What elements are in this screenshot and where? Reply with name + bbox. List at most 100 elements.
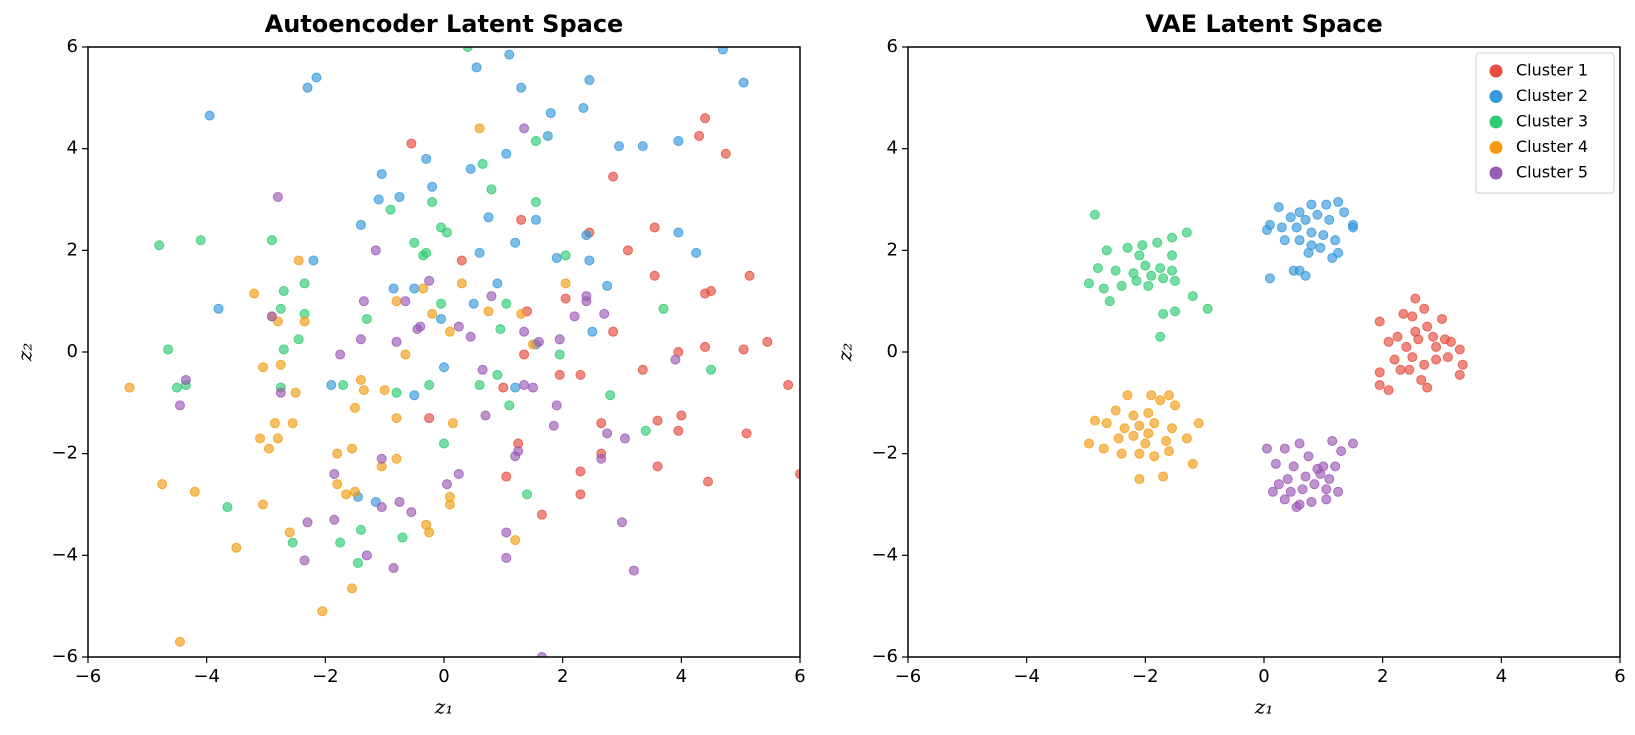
point: [1113, 433, 1124, 444]
point: [329, 469, 340, 479]
y-tick-label: 4: [887, 138, 898, 159]
point: [1149, 451, 1160, 462]
point: [530, 136, 541, 147]
point: [355, 374, 366, 385]
x-tick-label: 0: [1258, 666, 1269, 687]
point: [258, 499, 269, 510]
point: [394, 191, 405, 202]
point: [1419, 303, 1430, 314]
point: [483, 306, 494, 317]
point: [1143, 408, 1154, 418]
y-tick-label: 0: [67, 341, 78, 362]
point: [1291, 502, 1302, 513]
point: [465, 331, 476, 342]
point: [700, 288, 711, 299]
point: [1264, 273, 1275, 284]
point: [1119, 423, 1130, 434]
point: [1128, 430, 1139, 441]
point: [717, 47, 728, 55]
point: [326, 380, 337, 391]
point: [427, 308, 438, 319]
point: [477, 158, 488, 169]
point: [614, 141, 625, 152]
point: [1321, 199, 1332, 210]
point: [1089, 415, 1100, 426]
point: [347, 583, 358, 594]
point: [1202, 303, 1213, 314]
point: [1110, 405, 1121, 416]
point: [284, 527, 295, 538]
point: [617, 517, 627, 528]
point: [492, 278, 503, 289]
point: [498, 382, 509, 393]
legend-label: Cluster 3: [1516, 112, 1588, 131]
point: [519, 349, 530, 360]
point: [385, 204, 396, 215]
point: [551, 400, 562, 411]
point: [302, 82, 313, 93]
point: [204, 110, 215, 121]
point: [1158, 273, 1169, 284]
point: [1193, 418, 1204, 429]
x-tick-label: 6: [1614, 666, 1625, 687]
point: [1140, 260, 1151, 271]
point: [350, 402, 360, 413]
point: [501, 298, 512, 309]
point: [317, 606, 328, 617]
point: [516, 308, 527, 319]
point: [1303, 247, 1314, 258]
point: [338, 380, 349, 391]
point: [584, 255, 595, 266]
point: [462, 47, 473, 52]
point: [1324, 474, 1335, 485]
point: [358, 385, 369, 396]
points: [124, 47, 800, 657]
point: [376, 502, 387, 513]
point: [676, 410, 687, 421]
point: [1089, 209, 1100, 220]
point: [1146, 390, 1157, 401]
point: [406, 507, 417, 518]
point: [1333, 197, 1344, 208]
chart-title: VAE Latent Space: [1145, 10, 1383, 38]
point: [447, 418, 458, 429]
point: [1116, 280, 1127, 291]
point: [673, 227, 684, 238]
point: [548, 420, 559, 431]
point: [409, 283, 420, 294]
point: [652, 461, 663, 472]
point: [528, 382, 538, 393]
point: [1285, 212, 1296, 223]
point: [1318, 230, 1329, 241]
point: [1288, 265, 1299, 276]
point: [1288, 461, 1299, 472]
point: [581, 230, 592, 241]
point: [278, 344, 289, 355]
point: [738, 344, 749, 355]
point: [673, 136, 684, 147]
point: [1276, 222, 1287, 233]
point: [1164, 446, 1175, 457]
legend-box: [1475, 52, 1615, 194]
y-tick-label: 4: [67, 138, 78, 159]
point: [474, 123, 485, 134]
point: [400, 349, 411, 360]
point: [649, 270, 660, 281]
point: [290, 387, 301, 398]
point: [1143, 280, 1154, 291]
point: [444, 326, 455, 337]
y-tick-label: 0: [887, 341, 898, 362]
point: [1187, 458, 1198, 469]
point: [397, 532, 408, 543]
point: [474, 380, 485, 391]
y-tick-label: −6: [51, 646, 78, 667]
point: [439, 438, 449, 449]
point: [409, 237, 420, 248]
point: [427, 197, 438, 208]
point: [1348, 222, 1358, 233]
point: [376, 453, 387, 464]
point: [355, 219, 366, 230]
point: [536, 509, 547, 520]
point: [1110, 265, 1121, 276]
plot-frame: [87, 46, 801, 658]
